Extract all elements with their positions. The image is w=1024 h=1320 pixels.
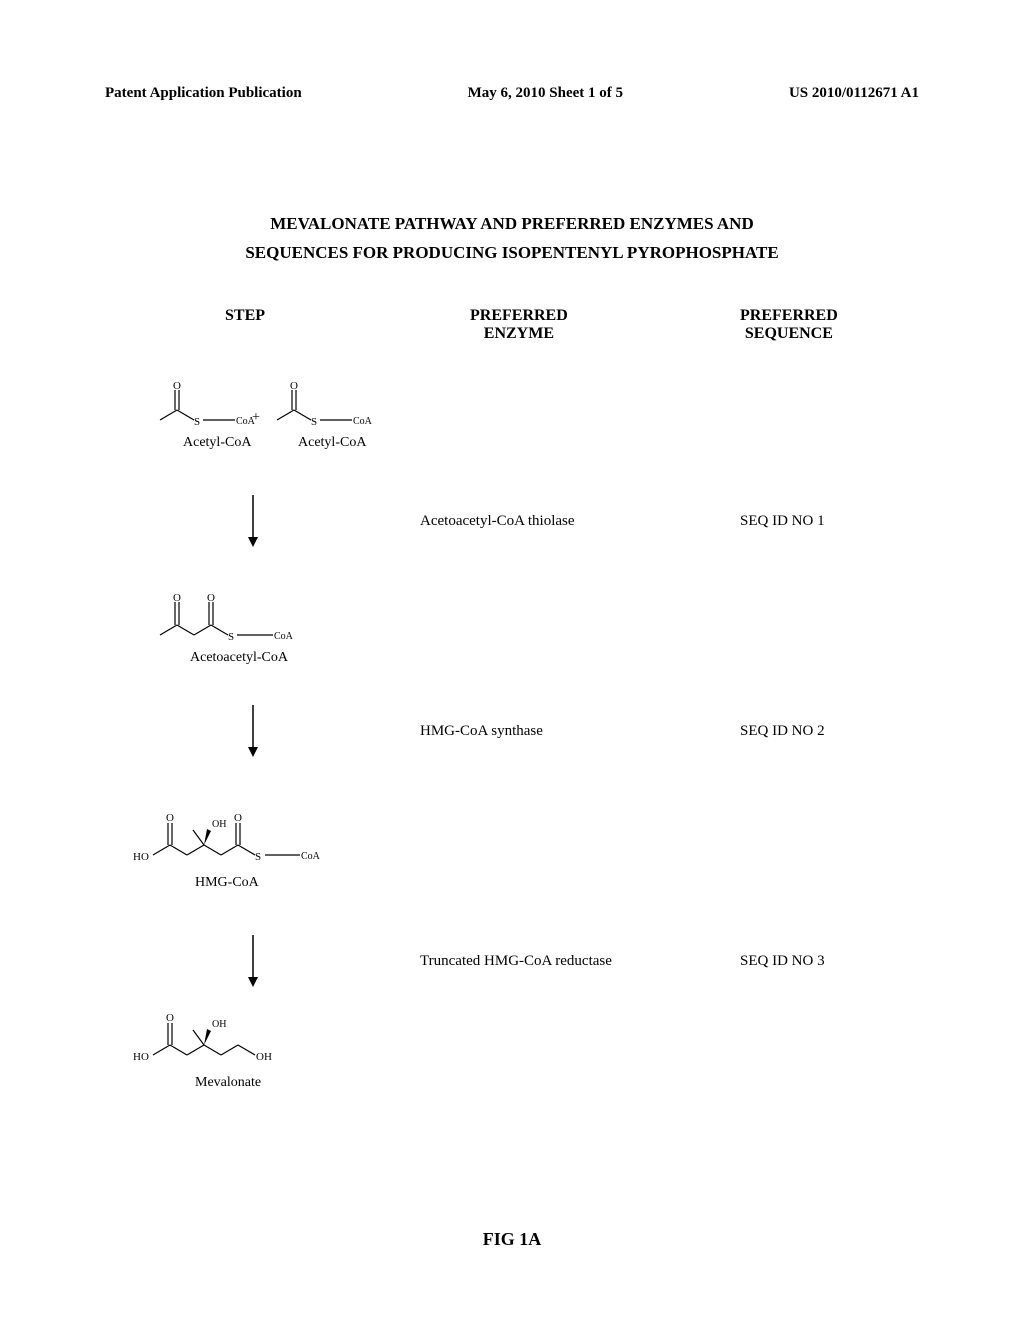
column-step-header: STEP <box>225 307 265 325</box>
header-left: Patent Application Publication <box>105 85 302 102</box>
reaction-arrow-3 <box>243 935 263 995</box>
acetoacetyl-coa-label: Acetoacetyl-CoA <box>190 650 288 666</box>
svg-text:CoA: CoA <box>274 631 294 642</box>
svg-text:HO: HO <box>133 851 149 863</box>
svg-text:O: O <box>173 380 181 392</box>
svg-text:OH: OH <box>212 819 226 830</box>
hmg-coa-label: HMG-CoA <box>195 875 259 891</box>
column-sequence-header: PREFERRED SEQUENCE <box>740 307 838 343</box>
svg-text:O: O <box>173 592 181 604</box>
col-enzyme-line-1: PREFERRED <box>470 307 568 325</box>
reaction-arrow-2 <box>243 705 263 765</box>
col-sequence-line-2: SEQUENCE <box>740 325 838 343</box>
header-right: US 2010/0112671 A1 <box>789 85 919 102</box>
mevalonate-structure: HO O OH OH <box>128 1005 303 1075</box>
acetoacetyl-coa-structure: O O S CoA <box>155 590 300 650</box>
svg-text:S: S <box>194 416 200 428</box>
enzyme-step-1: Acetoacetyl-CoA thiolase <box>420 513 680 530</box>
plus-sign: + <box>252 410 260 426</box>
enzyme-step-2: HMG-CoA synthase <box>420 723 680 740</box>
sequence-step-2: SEQ ID NO 2 <box>740 723 825 740</box>
figure-label: FIG 1A <box>0 1229 1024 1250</box>
hmg-coa-structure: HO O O OH S CoA <box>128 805 328 875</box>
reaction-arrow-1 <box>243 495 263 555</box>
svg-text:OH: OH <box>256 1051 272 1063</box>
acetyl-coa-structure-2: O S CoA <box>272 380 372 433</box>
sequence-step-3: SEQ ID NO 3 <box>740 953 825 970</box>
title-line-2: SEQUENCES FOR PRODUCING ISOPENTENYL PYRO… <box>0 239 1024 268</box>
header-center: May 6, 2010 Sheet 1 of 5 <box>468 85 623 102</box>
column-enzyme-header: PREFERRED ENZYME <box>470 307 568 343</box>
sequence-step-1: SEQ ID NO 1 <box>740 513 825 530</box>
col-sequence-line-1: PREFERRED <box>740 307 838 325</box>
svg-text:O: O <box>234 812 242 824</box>
svg-text:HO: HO <box>133 1051 149 1063</box>
svg-text:CoA: CoA <box>301 851 321 862</box>
mevalonate-label: Mevalonate <box>195 1075 261 1091</box>
svg-text:OH: OH <box>212 1019 226 1030</box>
page-header: Patent Application Publication May 6, 20… <box>105 85 919 102</box>
svg-text:O: O <box>166 812 174 824</box>
svg-text:S: S <box>228 631 234 643</box>
svg-text:O: O <box>207 592 215 604</box>
acetyl-coa-structure-1: O S CoA <box>155 380 255 433</box>
svg-text:CoA: CoA <box>353 416 372 427</box>
svg-text:S: S <box>311 416 317 428</box>
svg-text:S: S <box>255 851 261 863</box>
title-line-1: MEVALONATE PATHWAY AND PREFERRED ENZYMES… <box>0 210 1024 239</box>
diagram-title: MEVALONATE PATHWAY AND PREFERRED ENZYMES… <box>0 210 1024 268</box>
enzyme-step-3: Truncated HMG-CoA reductase <box>420 953 680 970</box>
acetyl-coa-label-1: Acetyl-CoA <box>183 435 251 451</box>
svg-text:O: O <box>290 380 298 392</box>
acetyl-coa-label-2: Acetyl-CoA <box>298 435 366 451</box>
svg-text:O: O <box>166 1012 174 1024</box>
col-enzyme-line-2: ENZYME <box>470 325 568 343</box>
